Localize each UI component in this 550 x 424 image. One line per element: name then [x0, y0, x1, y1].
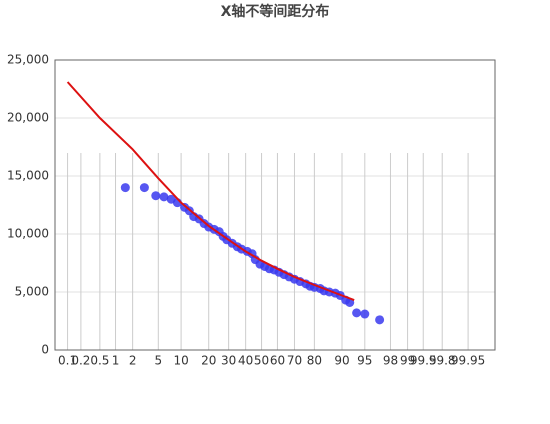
- y-tick-label: 25,000: [7, 53, 49, 67]
- y-tick-label: 10,000: [7, 227, 49, 241]
- point: [352, 308, 362, 318]
- y-tick-label: 5,000: [15, 285, 49, 299]
- x-tick-label: 99.5: [410, 354, 437, 368]
- y-tick-label: 0: [41, 343, 49, 357]
- x-tick-label: 10: [173, 354, 188, 368]
- x-tick-label: 5: [154, 354, 162, 368]
- x-tick-label: 99.95: [451, 354, 485, 368]
- fit-line: [66, 81, 355, 302]
- point: [139, 183, 149, 193]
- x-tick-label: 0.5: [90, 354, 109, 368]
- chart-title: X轴不等间距分布: [221, 3, 330, 20]
- point: [151, 191, 161, 201]
- x-tick-label: 70: [287, 354, 302, 368]
- x-tick-label: 60: [270, 354, 285, 368]
- x-tick-label: 90: [334, 354, 349, 368]
- x-tick-label: 2: [129, 354, 137, 368]
- x-tick-label: 99.8: [429, 354, 456, 368]
- x-tick-label: 0.1: [58, 354, 77, 368]
- x-tick-label: 1: [112, 354, 120, 368]
- y-tick-label: 20,000: [7, 111, 49, 125]
- x-tick-label: 50: [254, 354, 269, 368]
- point: [360, 309, 370, 319]
- x-tick-label: 95: [357, 354, 372, 368]
- point: [120, 183, 130, 193]
- x-tick-label: 0.2: [71, 354, 90, 368]
- x-tick-label: 80: [307, 354, 322, 368]
- x-tick-label: 99: [400, 354, 415, 368]
- x-tick-label: 40: [238, 354, 253, 368]
- y-tick-label: 15,000: [7, 169, 49, 183]
- point: [159, 192, 169, 202]
- plot-frame: [54, 59, 496, 351]
- x-tick-label: 20: [201, 354, 216, 368]
- x-tick-label: 30: [221, 354, 236, 368]
- point: [375, 315, 385, 325]
- x-tick-label: 98: [383, 354, 398, 368]
